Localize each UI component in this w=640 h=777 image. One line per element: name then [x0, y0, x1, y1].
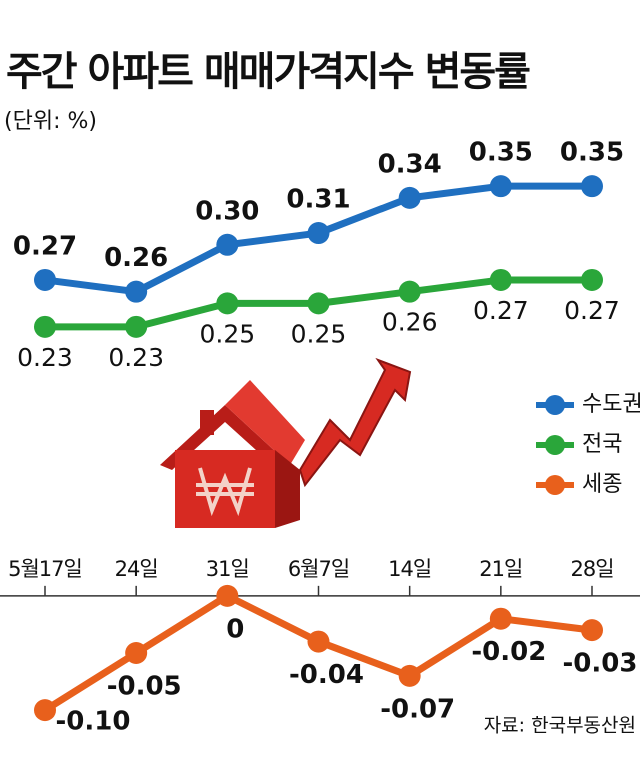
value-label: 0.27 [473, 296, 529, 325]
point [489, 268, 512, 291]
source-note: 자료: 한국부동산원 [484, 715, 636, 737]
point [307, 222, 330, 245]
value-label: 0.35 [560, 138, 624, 168]
point [125, 280, 148, 303]
point [398, 186, 421, 209]
point [216, 292, 239, 315]
point [398, 664, 421, 687]
value-label: -0.02 [471, 637, 546, 667]
legend-swatch [545, 435, 565, 455]
x-tick-label: 6월7일 [288, 557, 349, 581]
point [581, 268, 603, 291]
value-label: -0.10 [56, 707, 131, 737]
point [307, 292, 330, 315]
legend-label: 전국 [582, 432, 622, 457]
value-label: 0.34 [378, 149, 442, 179]
value-label: 0.23 [108, 343, 164, 372]
x-tick-label: 24일 [115, 557, 158, 581]
value-label: -0.07 [380, 694, 455, 724]
legend-swatch [545, 395, 565, 415]
point [489, 175, 512, 198]
point [34, 699, 56, 722]
value-label: 0.26 [382, 308, 438, 337]
legend-label: 수도권 [582, 392, 640, 417]
value-label: 0.23 [17, 343, 73, 372]
point [489, 607, 512, 630]
x-tick-label: 28일 [570, 557, 613, 581]
point [125, 315, 148, 338]
value-label: 0.27 [13, 231, 77, 261]
point [216, 233, 239, 256]
value-label: 0.35 [469, 138, 533, 168]
point [34, 268, 56, 291]
x-tick-label: 21일 [479, 557, 522, 581]
value-label: 0.30 [195, 196, 259, 226]
legend-swatch [545, 475, 565, 495]
point [125, 642, 148, 664]
value-label: -0.05 [107, 672, 182, 702]
x-tick-label: 31일 [206, 557, 249, 581]
value-label: 0.25 [199, 319, 255, 348]
x-tick-label: 5월17일 [8, 557, 82, 581]
value-label: 0 [226, 614, 244, 644]
value-label: 0.25 [291, 319, 347, 348]
value-label: 0.26 [104, 243, 168, 273]
value-label: 0.31 [286, 185, 350, 215]
house-illustration [160, 357, 412, 528]
point [581, 619, 603, 642]
point [398, 280, 421, 303]
value-label: -0.04 [289, 660, 364, 690]
value-label: -0.03 [563, 649, 638, 679]
value-label: 0.27 [564, 296, 620, 325]
chart-title: 주간 아파트 매매가격지수 변동률 [6, 49, 530, 95]
unit-note: (단위: %) [4, 109, 97, 134]
legend-label: 세종 [582, 472, 622, 497]
point [34, 315, 56, 338]
point [216, 584, 239, 607]
x-tick-label: 14일 [388, 557, 431, 581]
point [307, 630, 330, 653]
point [581, 175, 603, 198]
